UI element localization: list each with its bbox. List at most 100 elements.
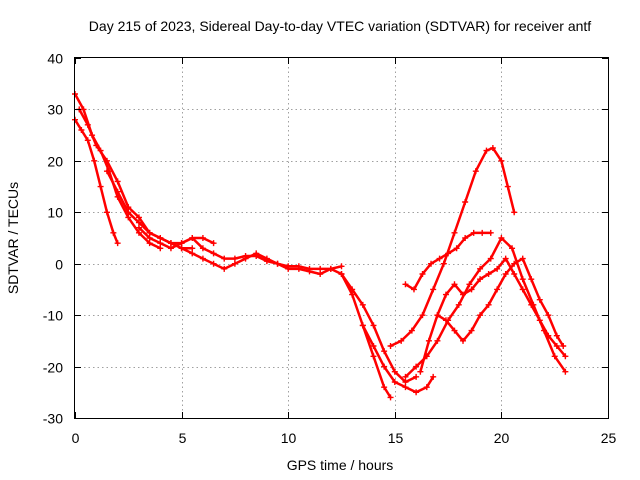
- data-point: [430, 286, 437, 293]
- data-point: [440, 260, 447, 267]
- y-tick-label: -30: [43, 411, 63, 427]
- data-point: [370, 343, 377, 349]
- data-point: [423, 384, 430, 391]
- data-point: [511, 271, 518, 277]
- data-point: [231, 255, 238, 262]
- data-point: [349, 291, 356, 298]
- data-point: [178, 245, 185, 252]
- data-point: [489, 145, 496, 151]
- data-point: [349, 286, 356, 293]
- series-line: [340, 272, 418, 384]
- data-point: [93, 142, 100, 149]
- data-point: [125, 209, 132, 216]
- data-point: [477, 265, 484, 272]
- data-point: [146, 229, 153, 236]
- series-group: [72, 91, 569, 401]
- data-point: [451, 327, 458, 334]
- data-point: [485, 271, 492, 277]
- data-point: [135, 214, 142, 221]
- data-point: [509, 245, 516, 252]
- data-point: [210, 250, 217, 257]
- data-point: [442, 291, 449, 298]
- y-tick-label: 10: [47, 205, 63, 221]
- data-point: [391, 368, 398, 375]
- data-point: [391, 379, 398, 385]
- data-point: [551, 353, 558, 360]
- data-point: [78, 127, 85, 133]
- data-point: [519, 286, 526, 293]
- data-point: [425, 337, 432, 344]
- data-point: [359, 301, 366, 308]
- data-point: [210, 240, 217, 247]
- y-axis-label: SDTVAR / TECUs: [5, 182, 21, 294]
- data-point: [398, 337, 405, 344]
- data-point: [146, 240, 153, 247]
- y-tick-label: -10: [43, 308, 63, 324]
- chart-title: Day 215 of 2023, Sidereal Day-to-day VTE…: [89, 18, 592, 34]
- data-point: [370, 322, 377, 329]
- data-point: [455, 301, 462, 308]
- data-point: [242, 255, 249, 262]
- data-point: [419, 271, 426, 277]
- data-point: [402, 384, 409, 391]
- y-tick-label: 30: [47, 102, 63, 118]
- data-point: [110, 229, 117, 236]
- data-point: [221, 265, 228, 272]
- series-track-8: [359, 322, 437, 396]
- series-line: [361, 324, 435, 394]
- data-point: [114, 188, 121, 195]
- series-line: [436, 257, 565, 348]
- data-point: [103, 157, 110, 164]
- data-point: [413, 389, 420, 396]
- data-point: [434, 312, 441, 319]
- data-point: [263, 255, 270, 262]
- data-point: [536, 296, 543, 303]
- series-track-6: [178, 245, 394, 401]
- data-point: [199, 235, 206, 241]
- data-point: [462, 235, 469, 241]
- data-point: [560, 343, 567, 349]
- data-point: [295, 265, 302, 272]
- data-point: [434, 337, 441, 344]
- x-tick-label: 25: [601, 430, 617, 446]
- plot-frame: [74, 57, 609, 419]
- data-point: [359, 322, 366, 329]
- series-track-7: [338, 271, 420, 385]
- data-point: [511, 260, 518, 267]
- data-point: [562, 353, 569, 360]
- y-tick-label: 40: [47, 51, 63, 67]
- data-point: [528, 276, 535, 283]
- data-point: [445, 250, 452, 257]
- data-point: [253, 250, 260, 257]
- data-point: [462, 199, 469, 205]
- data-point: [402, 373, 409, 380]
- data-point: [408, 327, 415, 334]
- data-point: [413, 373, 420, 380]
- series-track-12: [417, 255, 569, 375]
- data-point: [135, 219, 142, 226]
- data-point: [199, 245, 206, 252]
- data-point: [97, 183, 104, 190]
- data-point: [114, 178, 121, 185]
- x-tick-label: 10: [281, 430, 297, 446]
- data-point: [189, 235, 196, 241]
- data-point: [451, 229, 458, 236]
- data-point: [387, 343, 394, 349]
- series-track-1: [72, 116, 121, 247]
- data-point: [317, 271, 324, 277]
- data-point: [442, 317, 449, 324]
- data-point: [502, 271, 509, 277]
- data-point: [536, 317, 543, 324]
- series-line: [73, 118, 119, 245]
- series-track-10: [402, 229, 494, 293]
- y-tick-label: -20: [43, 360, 63, 376]
- data-point: [91, 157, 98, 164]
- data-point: [338, 271, 345, 277]
- data-point: [487, 229, 494, 236]
- data-point: [511, 209, 518, 216]
- series-track-9: [387, 145, 518, 349]
- data-point: [189, 250, 196, 257]
- series-line: [419, 257, 567, 373]
